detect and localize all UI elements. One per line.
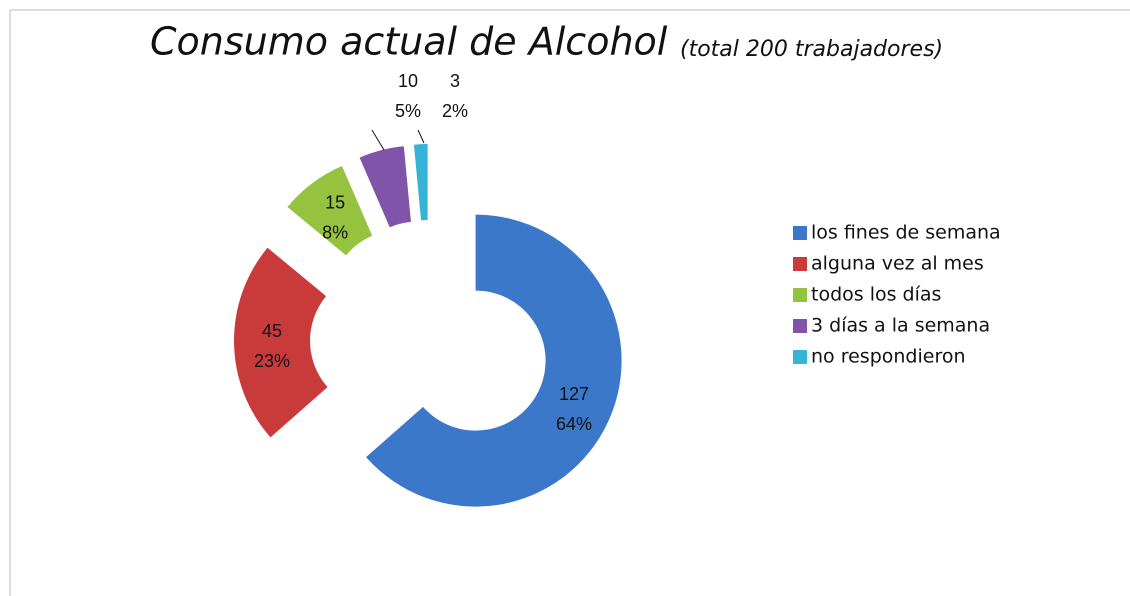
percent-label: 23% [254,351,290,371]
legend-swatch [793,350,807,364]
percent-label: 5% [395,101,421,121]
legend-label: no respondieron [811,346,966,368]
data-label: 45 [262,321,282,341]
donut-slice [413,144,428,221]
chart-title: Consumo actual de Alcohol [150,20,668,64]
legend-swatch [793,319,807,333]
legend-label: alguna vez al mes [811,253,984,275]
legend-label: 3 días a la semana [811,315,990,337]
donut-slice [234,247,328,438]
legend-label: todos los días [811,284,941,306]
legend-swatch [793,226,807,240]
donut-slice [366,214,622,507]
data-label: 10 [398,71,418,91]
legend-swatch [793,257,807,271]
donut-slice [359,146,411,228]
percent-label: 2% [442,101,468,121]
data-label: 127 [559,384,589,404]
percent-label: 8% [322,222,348,242]
leader-line [371,129,385,151]
leader-line [417,129,425,144]
data-label: 3 [450,71,460,91]
legend-label: los fines de semana [811,222,1001,244]
chart-subtitle: (total 200 trabajadores) [680,37,943,62]
data-label: 15 [325,192,345,212]
percent-label: 64% [556,414,592,434]
legend-swatch [793,288,807,302]
donut-slice [287,166,373,256]
